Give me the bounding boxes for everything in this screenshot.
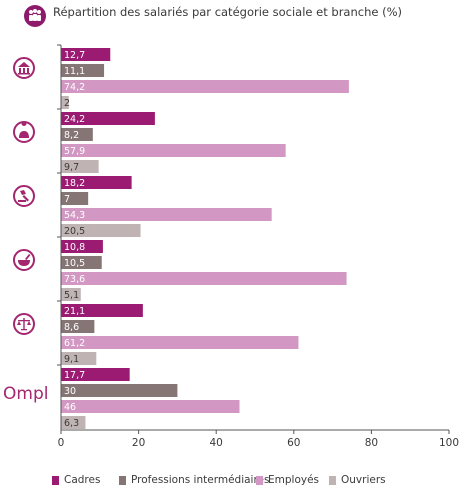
- data-label-employes-5: 61,2: [64, 338, 85, 349]
- person-badge-icon: [13, 121, 35, 143]
- data-label-ouvriers-2: 9,7: [64, 162, 79, 173]
- bar-cadres-1: [61, 48, 111, 61]
- bar-ouvriers-5: [61, 352, 97, 365]
- bar-cadres-5: [61, 304, 143, 317]
- x-tick-label-60: 60: [287, 437, 300, 449]
- bar-cadres-6: [61, 368, 130, 381]
- legend-label-intermediaires: Professions intermédiaires: [131, 474, 270, 486]
- bar-intermediaires-1: [61, 64, 105, 77]
- bar-employes-1: [61, 80, 349, 93]
- bar-intermediaires-4: [61, 256, 102, 269]
- data-label-ouvriers-5: 9,1: [64, 354, 79, 365]
- bar-intermediaires-5: [61, 320, 95, 333]
- data-label-employes-1: 74,2: [64, 82, 85, 93]
- data-label-intermediaires-6: 30: [64, 386, 76, 397]
- scales-justice-icon: [13, 313, 35, 335]
- bar-intermediaires-2: [61, 128, 93, 141]
- bar-employes-3: [61, 208, 272, 221]
- data-label-cadres-3: 18,2: [64, 178, 85, 189]
- legend-swatch-employes: [256, 476, 263, 485]
- bar-chart: 12,7 11,1 74,2 2 24,2 8,2 57,9 9,7 18,2 7 54,3 20,5…: [3, 44, 459, 449]
- data-label-cadres-1: 12,7: [64, 50, 85, 61]
- data-label-intermediaires-4: 10,5: [64, 258, 85, 269]
- ompl-logo: Ompl: [3, 384, 48, 404]
- data-label-employes-4: 73,6: [64, 274, 85, 285]
- data-label-ouvriers-1: 2: [64, 98, 70, 109]
- data-label-intermediaires-2: 8,2: [64, 130, 79, 141]
- legend-swatch-ouvriers: [329, 476, 336, 485]
- bar-ouvriers-1: [61, 96, 69, 109]
- legend-label-ouvriers: Ouvriers: [341, 474, 386, 486]
- bar-employes-2: [61, 144, 286, 157]
- data-label-cadres-5: 21,1: [64, 306, 85, 317]
- legend-swatch-intermediaires: [119, 476, 126, 485]
- data-label-cadres-6: 17,7: [64, 370, 85, 381]
- bank-building-icon: [13, 57, 35, 79]
- legend-label-cadres: Cadres: [64, 474, 101, 486]
- x-tick-label-20: 20: [132, 437, 145, 449]
- data-label-ouvriers-3: 20,5: [64, 226, 85, 237]
- legend-swatch-cadres: [52, 476, 59, 485]
- x-tick-label-80: 80: [365, 437, 378, 449]
- chart-title: Répartition des salariés par catégorie s…: [53, 5, 402, 19]
- data-label-employes-2: 57,9: [64, 146, 85, 157]
- x-tick-label-40: 40: [210, 437, 223, 449]
- data-label-cadres-2: 24,2: [64, 114, 85, 125]
- bar-intermediaires-6: [61, 384, 178, 397]
- legend-label-employes: Employés: [268, 474, 320, 486]
- bar-intermediaires-3: [61, 192, 89, 205]
- data-label-intermediaires-1: 11,1: [64, 66, 85, 77]
- bar-cadres-2: [61, 112, 155, 125]
- bar-ouvriers-2: [61, 160, 99, 173]
- bar-employes-6: [61, 400, 240, 413]
- bar-cadres-3: [61, 176, 132, 189]
- bar-employes-4: [61, 272, 347, 285]
- data-label-ouvriers-4: 5,1: [64, 290, 79, 301]
- bar-ouvriers-3: [61, 224, 141, 237]
- bar-ouvriers-6: [61, 416, 86, 429]
- data-label-intermediaires-5: 8,6: [64, 322, 79, 333]
- bar-ouvriers-4: [61, 288, 81, 301]
- mortar-pestle-icon: [13, 249, 35, 271]
- bar-employes-5: [61, 336, 299, 349]
- data-label-ouvriers-6: 6,3: [64, 418, 79, 429]
- x-tick-label-100: 100: [439, 437, 459, 449]
- data-label-intermediaires-3: 7: [64, 194, 70, 205]
- group-people-icon: [24, 5, 46, 27]
- x-tick-label-0: 0: [58, 437, 65, 449]
- data-label-employes-6: 46: [64, 402, 76, 413]
- data-label-employes-3: 54,3: [64, 210, 85, 221]
- bar-cadres-4: [61, 240, 103, 253]
- data-label-cadres-4: 10,8: [64, 242, 85, 253]
- gavel-icon: [13, 185, 35, 207]
